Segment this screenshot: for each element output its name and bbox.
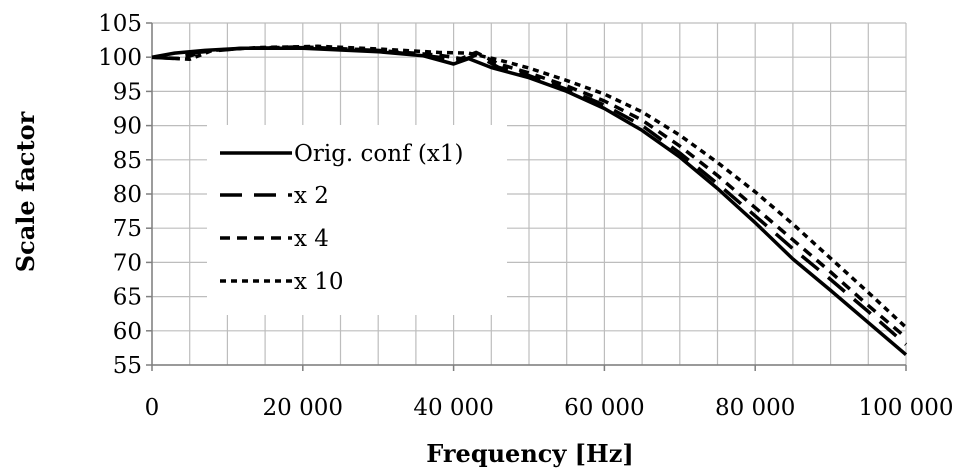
y-tick-label: 95 (113, 79, 142, 105)
y-axis-title: Scale factor (11, 111, 40, 272)
x-tick-label: 80 000 (715, 395, 795, 421)
x-axis-title: Frequency [Hz] (426, 439, 633, 468)
legend-label-1: Orig. conf (x1) (294, 141, 463, 167)
legend-label-3: x 4 (294, 226, 329, 252)
x-tick-label: 40 000 (413, 395, 493, 421)
y-tick-label: 105 (98, 11, 142, 37)
legend-label-2: x 2 (294, 183, 329, 209)
y-tick-label: 80 (113, 182, 142, 208)
y-tick-label: 90 (113, 114, 142, 140)
y-tick-label: 65 (113, 285, 142, 311)
chart-axes (146, 22, 907, 371)
y-tick-label: 75 (113, 216, 142, 242)
x-tick-label: 20 000 (263, 395, 343, 421)
chart-legend: Orig. conf (x1) x 2 x 4 x 10 (207, 125, 507, 315)
x-tick-label: 0 (145, 395, 160, 421)
y-tick-label: 70 (113, 250, 142, 276)
chart-tick-labels: 55 60 65 70 75 80 85 90 95 100 105 0 20 000 40 000 60 … (98, 11, 953, 421)
x-tick-label: 100 000 (858, 395, 953, 421)
x-tick-label: 60 000 (564, 395, 644, 421)
y-tick-label: 55 (113, 353, 142, 379)
chart-series (151, 44, 908, 357)
y-tick-label: 85 (113, 148, 142, 174)
y-tick-label: 100 (98, 45, 142, 71)
legend-box (207, 125, 507, 315)
y-tick-label: 60 (113, 319, 142, 345)
series-line-4 (151, 44, 908, 329)
legend-label-4: x 10 (294, 269, 344, 295)
